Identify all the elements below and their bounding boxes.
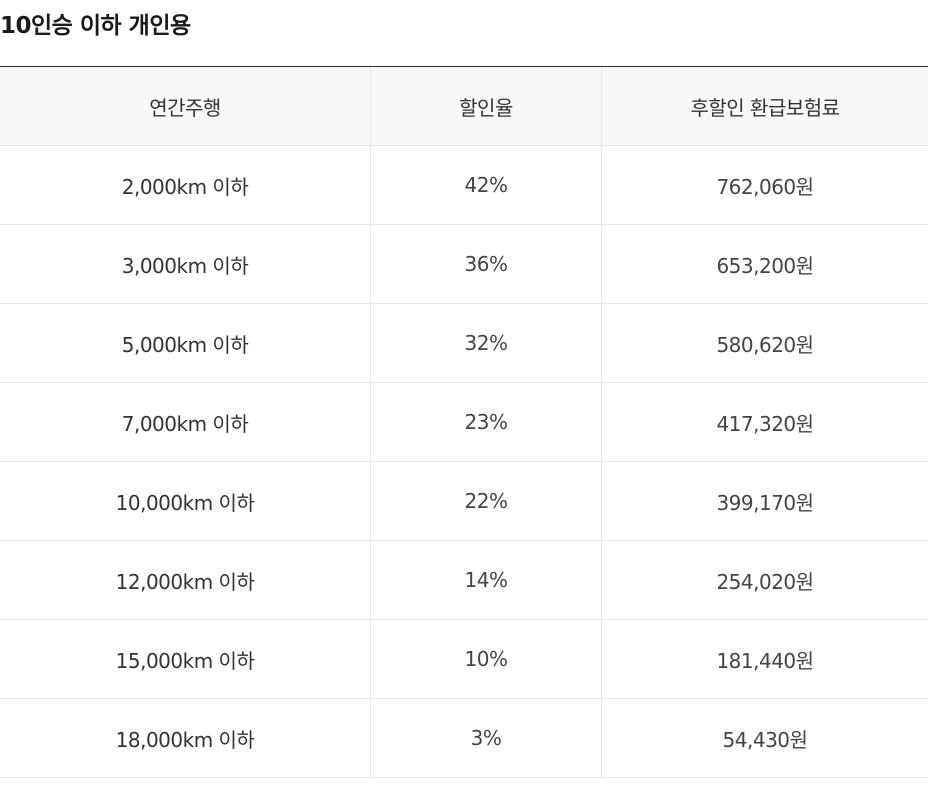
mileage-cell: 15,000km 이하 [0, 620, 371, 698]
table-row: 2,000km 이하 42% 762,060원 [0, 146, 928, 225]
header-refund-premium: 후할인 환급보험료 [690, 95, 840, 120]
discount-table: 연간주행 할인율 후할인 환급보험료 2,000km 이하 42% 762,06… [0, 66, 928, 778]
header-annual-mileage: 연간주행 [0, 67, 371, 145]
discount-cell: 42% [371, 146, 602, 224]
refund-cell: 181,440원 [716, 648, 814, 673]
table-row: 5,000km 이하 32% 580,620원 [0, 304, 928, 383]
mileage-cell: 3,000km 이하 [0, 225, 371, 303]
mileage-cell: 10,000km 이하 [0, 462, 371, 540]
discount-cell: 14% [371, 541, 602, 619]
refund-cell: 399,170원 [716, 490, 814, 515]
discount-cell: 10% [371, 620, 602, 698]
discount-cell: 22% [371, 462, 602, 540]
refund-cell: 653,200원 [716, 253, 814, 278]
discount-cell: 32% [371, 304, 602, 382]
table-row: 3,000km 이하 36% 653,200원 [0, 225, 928, 304]
table-row: 10,000km 이하 22% 399,170원 [0, 462, 928, 541]
refund-cell: 762,060원 [716, 174, 814, 199]
mileage-cell: 5,000km 이하 [0, 304, 371, 382]
table-header-row: 연간주행 할인율 후할인 환급보험료 [0, 67, 928, 146]
mileage-cell: 7,000km 이하 [0, 383, 371, 461]
table-row: 7,000km 이하 23% 417,320원 [0, 383, 928, 462]
mileage-cell: 12,000km 이하 [0, 541, 371, 619]
page-title: 10인승 이하 개인용 [0, 13, 191, 39]
mileage-cell: 18,000km 이하 [0, 699, 371, 777]
refund-cell: 254,020원 [716, 569, 814, 594]
refund-cell: 54,430원 [722, 727, 808, 752]
mileage-cell: 2,000km 이하 [0, 146, 371, 224]
refund-cell: 417,320원 [716, 411, 814, 436]
refund-cell: 580,620원 [716, 332, 814, 357]
header-discount-rate: 할인율 [371, 67, 602, 145]
table-row: 12,000km 이하 14% 254,020원 [0, 541, 928, 620]
discount-cell: 23% [371, 383, 602, 461]
table-row: 15,000km 이하 10% 181,440원 [0, 620, 928, 699]
discount-cell: 3% [371, 699, 602, 777]
table-row: 18,000km 이하 3% 54,430원 [0, 699, 928, 778]
discount-cell: 36% [371, 225, 602, 303]
